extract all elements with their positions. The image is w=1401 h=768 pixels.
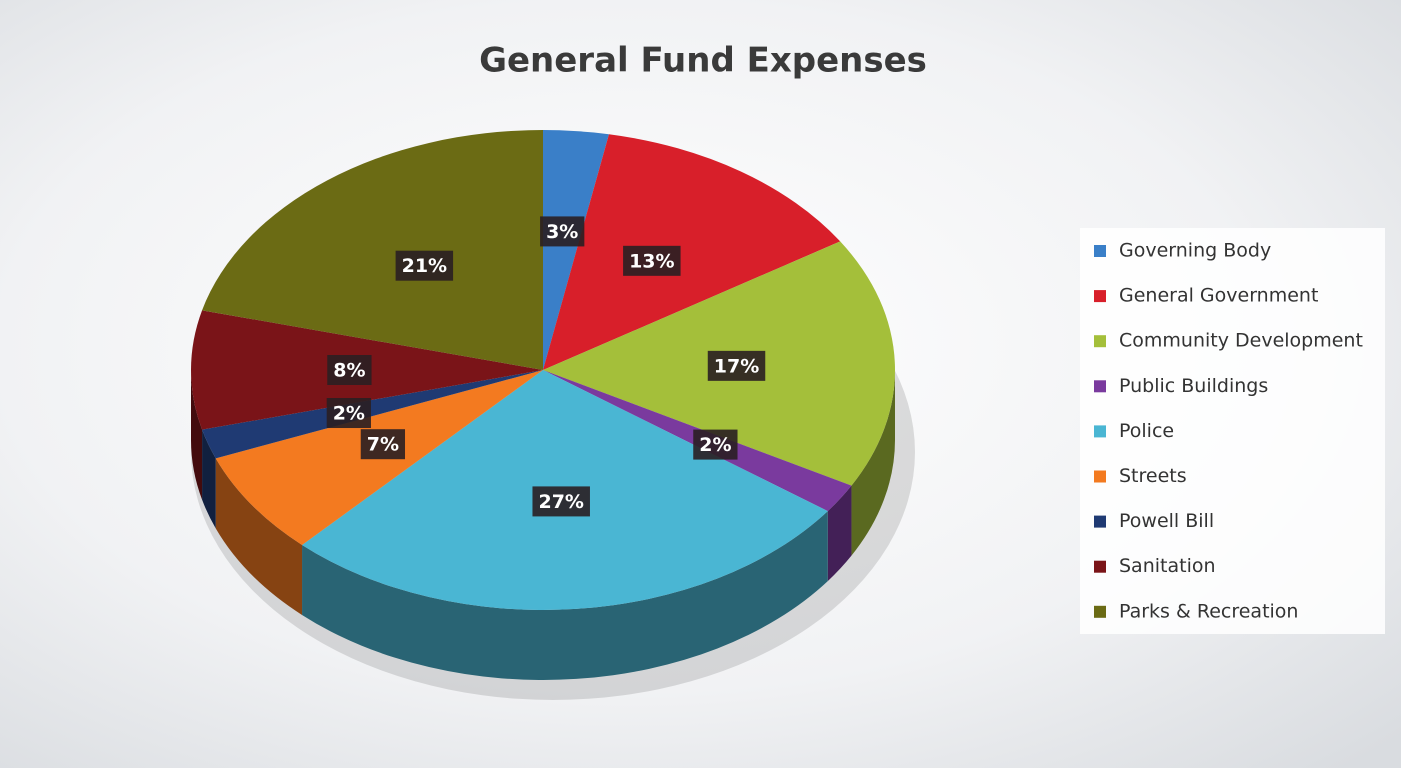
data-label-box: [360, 429, 406, 460]
legend-swatch: [1094, 425, 1106, 438]
legend-swatch: [1094, 560, 1106, 573]
data-label: 3%: [546, 221, 578, 243]
legend-swatch: [1094, 470, 1106, 483]
slice: [202, 130, 544, 370]
data-label: 17%: [714, 355, 759, 377]
slice-side: [302, 511, 828, 680]
legend-swatch: [1094, 515, 1106, 528]
slice-side: [191, 370, 203, 500]
slice: [543, 130, 609, 370]
data-label: 8%: [333, 360, 365, 382]
slice: [202, 370, 544, 459]
slice-side: [215, 458, 303, 615]
data-label-box: [532, 486, 590, 517]
data-label: 7%: [367, 434, 399, 456]
data-label: 13%: [629, 250, 674, 272]
slice-side: [827, 485, 852, 582]
legend-swatch: [1094, 335, 1106, 348]
slice-side: [202, 429, 216, 529]
legend-swatch: [1094, 245, 1106, 257]
data-label-box: [707, 350, 766, 381]
data-label-box: [540, 216, 585, 247]
legend-label: Governing Body: [1119, 240, 1271, 262]
legend-label: Sanitation: [1119, 555, 1216, 577]
legend-label: General Government: [1119, 285, 1318, 307]
data-label-box: [623, 245, 681, 276]
legend-swatch: [1094, 380, 1106, 393]
data-label: 2%: [333, 403, 365, 425]
legend-label: Powell Bill: [1119, 510, 1214, 532]
data-label: 2%: [699, 434, 731, 456]
legend-label: Parks & Recreation: [1119, 600, 1298, 622]
slice: [543, 134, 841, 370]
data-label: 21%: [402, 255, 447, 277]
data-label: 27%: [538, 491, 583, 513]
legend-label: Streets: [1119, 465, 1187, 487]
legend-box: [1080, 228, 1385, 634]
slice-side: [851, 370, 896, 556]
legend-label: Public Buildings: [1119, 375, 1268, 397]
legend-label: Police: [1119, 420, 1174, 442]
data-label-box: [693, 429, 738, 460]
data-label-box: [395, 250, 454, 281]
legend-swatch: [1094, 605, 1106, 618]
data-label-box: [327, 355, 372, 385]
legend-swatch: [1094, 290, 1106, 303]
legend-label: Community Development: [1119, 330, 1363, 352]
chart-title: General Fund Expenses: [479, 41, 927, 81]
data-label-box: [326, 398, 371, 429]
